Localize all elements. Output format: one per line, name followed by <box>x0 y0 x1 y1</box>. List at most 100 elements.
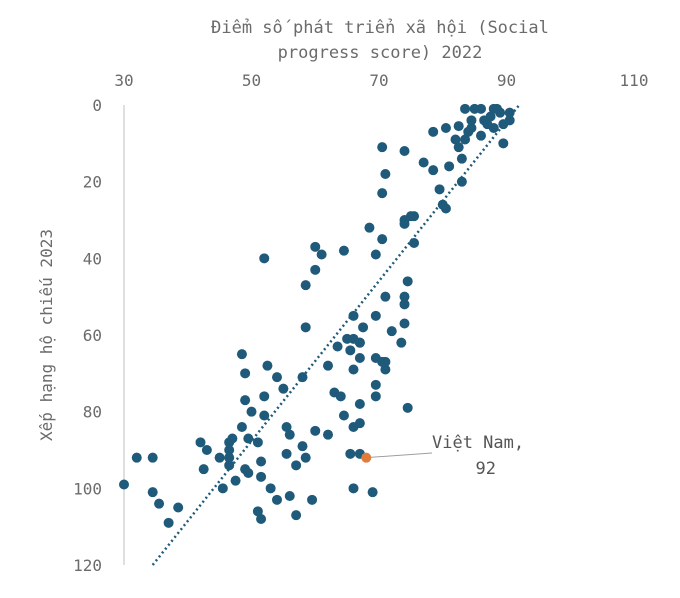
data-point <box>370 391 381 402</box>
data-point <box>291 510 302 521</box>
data-point <box>119 479 129 490</box>
data-point <box>240 395 251 406</box>
data-point <box>310 425 321 436</box>
data-point <box>399 146 410 156</box>
data-point <box>256 514 267 524</box>
data-point <box>345 345 356 356</box>
data-point <box>300 280 311 291</box>
scatter-points <box>119 103 515 528</box>
data-point <box>147 452 158 463</box>
data-point <box>380 291 391 302</box>
data-point <box>386 326 397 337</box>
data-point <box>307 494 318 505</box>
data-point <box>246 406 257 417</box>
y-axis-label: Xếp hạng hộ chiếu 2023 <box>37 229 56 441</box>
data-point <box>323 429 333 440</box>
data-point <box>495 107 506 118</box>
data-point <box>354 418 365 429</box>
data-point <box>338 245 349 256</box>
data-point <box>370 379 381 390</box>
data-point <box>476 130 486 141</box>
data-point <box>498 119 509 130</box>
y-tick-label: 100 <box>73 479 102 498</box>
data-point <box>405 211 416 222</box>
data-point <box>131 452 142 463</box>
x-tick-label: 70 <box>369 71 388 90</box>
x-tick-label: 50 <box>242 71 261 90</box>
chart-title-line-2: progress score) 2022 <box>278 43 483 63</box>
y-tick-label: 60 <box>83 326 102 345</box>
data-point <box>278 383 289 394</box>
data-point <box>316 249 327 260</box>
data-point <box>377 234 388 245</box>
data-point <box>450 134 461 145</box>
data-point <box>198 464 209 475</box>
data-point <box>240 368 251 379</box>
data-point <box>380 356 391 367</box>
y-tick-label: 40 <box>83 249 102 268</box>
data-point <box>224 445 235 455</box>
vietnam-point <box>361 452 372 463</box>
data-point <box>310 264 321 275</box>
data-point <box>354 399 365 409</box>
data-point <box>323 360 333 371</box>
data-point <box>256 456 267 467</box>
data-point <box>453 121 464 132</box>
data-point <box>243 468 254 478</box>
data-point <box>338 410 349 421</box>
data-point <box>348 310 359 321</box>
data-point <box>354 353 365 363</box>
data-point <box>428 165 439 176</box>
data-point <box>364 222 375 233</box>
data-point <box>214 452 225 463</box>
data-point <box>453 142 464 153</box>
data-point <box>284 429 295 440</box>
data-point <box>460 134 471 145</box>
y-tick-label: 120 <box>73 556 102 575</box>
trendline <box>151 104 521 566</box>
data-point <box>262 360 273 371</box>
data-point <box>498 138 509 149</box>
data-point <box>236 349 247 360</box>
x-tick-label: 110 <box>620 71 649 90</box>
x-tick-label: 90 <box>497 71 516 90</box>
annotation-label-line-2: 92 <box>476 459 496 479</box>
data-point <box>476 103 486 114</box>
data-point <box>284 491 295 501</box>
data-point <box>402 276 413 287</box>
data-point <box>256 471 267 482</box>
data-point <box>380 169 391 179</box>
data-point <box>272 372 282 383</box>
data-point <box>370 310 381 321</box>
data-point <box>370 249 381 260</box>
data-point <box>396 337 407 348</box>
data-point <box>418 157 429 168</box>
data-point <box>440 123 451 133</box>
data-point <box>348 364 359 375</box>
data-point <box>272 494 282 505</box>
data-point <box>243 433 254 444</box>
data-point <box>377 142 388 153</box>
chart-title-line-1: Điểm số phát triển xã hội (Social <box>211 18 549 38</box>
data-point <box>437 199 448 210</box>
data-point <box>399 318 410 329</box>
data-point <box>310 241 321 252</box>
data-point <box>358 322 369 333</box>
data-point <box>402 402 413 413</box>
data-point <box>399 218 410 229</box>
data-point <box>332 341 343 352</box>
data-point <box>227 433 238 444</box>
data-point <box>466 123 477 133</box>
data-point <box>300 452 311 463</box>
data-point <box>399 299 410 310</box>
data-point <box>444 161 455 172</box>
data-point <box>201 445 212 455</box>
annotation-leader-line <box>366 452 433 459</box>
data-point <box>428 126 439 137</box>
data-point <box>297 441 308 452</box>
data-point <box>460 103 471 114</box>
data-point <box>195 437 206 448</box>
data-point <box>217 483 228 494</box>
data-point <box>154 498 165 509</box>
